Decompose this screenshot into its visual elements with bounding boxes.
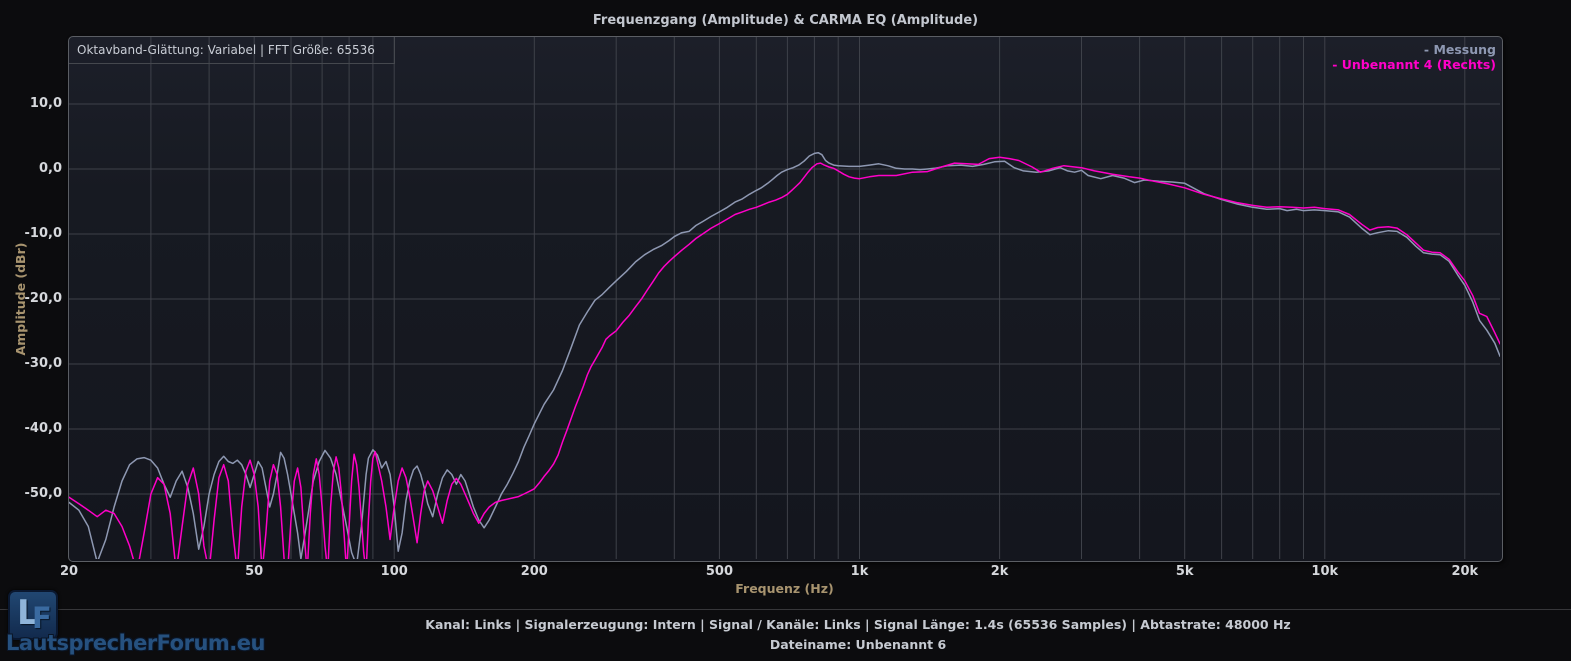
x-axis-title: Frequenz (Hz) <box>735 581 834 596</box>
smoothing-info-label: Oktavband-Glättung: Variabel | FFT Größe… <box>69 37 395 64</box>
lautsprecherforum-logo: L F LautsprecherForum.eu <box>6 588 265 661</box>
y-tick-label: -10,0 <box>24 226 62 242</box>
series-curve-1 <box>69 156 1500 559</box>
y-tick-label: -40,0 <box>24 421 62 437</box>
x-tick-label: 20 <box>59 564 79 579</box>
chart-title: Frequenzgang (Amplitude) & CARMA EQ (Amp… <box>592 13 979 28</box>
x-tick-label: 50 <box>245 564 264 579</box>
x-tick-label: 200 <box>520 564 548 579</box>
smoothing-info-text: Oktavband-Glättung: Variabel | FFT Größe… <box>77 43 375 57</box>
status-bar: Kanal: Links | Signalerzeugung: Intern |… <box>425 617 1291 632</box>
footer-separator-line <box>0 609 1571 610</box>
y-tick-label: 10,0 <box>29 96 62 112</box>
logo-monogram-f: F <box>32 601 52 635</box>
legend-item: - Unbenannt 4 (Rechts) <box>1332 57 1496 72</box>
y-tick-label: 0,0 <box>38 161 62 177</box>
y-tick-label: -30,0 <box>24 356 62 372</box>
legend-item: - Messung <box>1423 42 1496 57</box>
x-tick-label: 10k <box>1311 564 1339 579</box>
x-tick-label: 500 <box>705 564 734 579</box>
y-tick-label: -20,0 <box>24 291 62 307</box>
chart-legend: - Messung - Unbenannt 4 (Rechts) <box>1332 42 1496 72</box>
y-axis-title: Amplitude (dBr) <box>13 242 28 356</box>
x-tick-label: 20k <box>1451 564 1479 579</box>
logo-monogram-l: L <box>17 593 39 633</box>
filename-label: Dateiname: Unbenannt 6 <box>769 637 947 652</box>
logo-monogram-badge: L F <box>8 590 58 640</box>
x-tick-label: 5k <box>1175 564 1194 579</box>
series-curve-0 <box>69 151 1500 559</box>
y-tick-label: -50,0 <box>24 486 62 502</box>
x-tick-label: 2k <box>990 564 1009 579</box>
chart-panel[interactable]: Oktavband-Glättung: Variabel | FFT Größe… <box>68 36 1503 562</box>
logo-wordmark: LautsprecherForum.eu <box>6 631 265 655</box>
x-tick-label: 1k <box>850 564 869 579</box>
chart-canvas <box>69 37 1500 559</box>
x-tick-label: 100 <box>380 564 408 579</box>
